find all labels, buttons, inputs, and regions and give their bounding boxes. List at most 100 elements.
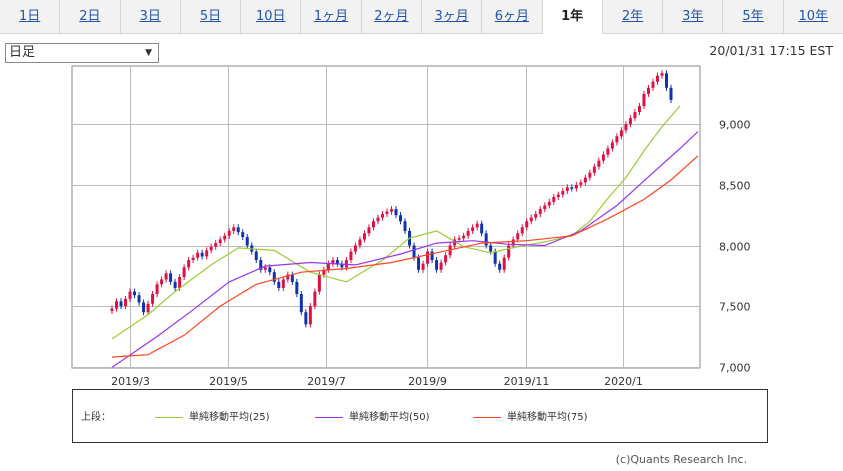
candle-body [124, 298, 128, 307]
candle-body [642, 93, 646, 107]
candle-body [322, 269, 326, 275]
tab-1[interactable]: 2日 [60, 0, 121, 33]
candle-body [160, 279, 164, 285]
candle-body [480, 223, 484, 234]
candle-body [534, 213, 538, 218]
candle-body [516, 233, 520, 240]
tab-2[interactable]: 3日 [121, 0, 181, 33]
candle-body [358, 239, 362, 246]
candle-body [601, 154, 605, 161]
sma-line-0 [111, 105, 681, 340]
candle-body [655, 75, 659, 82]
candle-body [426, 251, 430, 264]
candle-body [344, 260, 348, 268]
candle-body [543, 205, 547, 210]
candle-body [489, 245, 493, 252]
candle-body [538, 209, 542, 214]
tab-10[interactable]: 2年 [603, 0, 664, 33]
stock-chart: 7,000 7,500 8,000 8,500 9,000 2019/3 2019/5 201… [71, 65, 751, 388]
candle-body [421, 263, 425, 270]
candle-body [232, 227, 236, 231]
candle-body [353, 245, 357, 252]
candle-body [286, 274, 290, 280]
candle-body [335, 260, 339, 264]
candle-body [272, 272, 276, 282]
candle-body [200, 252, 204, 257]
candle-body [610, 142, 614, 149]
candle-body [349, 251, 353, 261]
x-tick-label: 2019/9 [408, 375, 447, 388]
tab-9[interactable]: 1年 [542, 0, 603, 34]
candle-body [169, 273, 173, 282]
candle-body [651, 81, 655, 88]
candle-body [471, 227, 475, 231]
tab-6[interactable]: 2ヶ月 [362, 0, 422, 33]
period-select[interactable]: 日足 ▼ [5, 43, 159, 63]
tab-11[interactable]: 3年 [663, 0, 724, 33]
x-tick-label: 2019/11 [504, 375, 550, 388]
tab-8[interactable]: 6ヶ月 [482, 0, 543, 33]
y-tick-label: 8,000 [719, 241, 751, 254]
candle-body [385, 211, 389, 214]
candle-body [403, 221, 407, 231]
candle-body [209, 246, 213, 251]
tab-7[interactable]: 3ヶ月 [422, 0, 483, 33]
timestamp: 20/01/31 17:15 EST [709, 43, 833, 58]
candle-body [619, 130, 623, 137]
x-tick-label: 2020/1 [604, 375, 643, 388]
candle-body [588, 172, 592, 178]
tab-3[interactable]: 5日 [181, 0, 242, 33]
candle-body [435, 260, 439, 270]
candle-body [268, 267, 272, 273]
candle-body [331, 260, 335, 264]
candle-body [380, 213, 384, 218]
candle-body [326, 263, 330, 270]
candle-body [520, 227, 524, 234]
x-tick-label: 2019/3 [111, 375, 150, 388]
y-tick-label: 8,500 [719, 180, 751, 193]
x-tick-label: 2019/7 [307, 375, 346, 388]
legend-item-sma50: 単純移動平均(50) [315, 408, 430, 423]
candle-body [457, 238, 461, 240]
candle-body [277, 281, 281, 288]
y-tick-label: 7,500 [719, 301, 751, 314]
candle-body [214, 243, 218, 247]
candle-body [624, 124, 628, 131]
candle-body [182, 267, 186, 278]
y-tick-label: 7,000 [719, 362, 751, 375]
tab-0[interactable]: 1日 [0, 0, 61, 33]
tab-5[interactable]: 1ヶ月 [301, 0, 362, 33]
candle-body [110, 308, 114, 311]
tab-4[interactable]: 10日 [241, 0, 302, 33]
candle-body [507, 245, 511, 258]
candle-body [664, 73, 668, 88]
candle-body [633, 112, 637, 119]
legend-item-sma75: 単純移動平均(75) [473, 408, 588, 423]
candle-body [592, 166, 596, 173]
tab-12[interactable]: 5年 [723, 0, 784, 33]
candle-body [660, 73, 664, 76]
candle-body [119, 301, 123, 307]
candle-body [115, 301, 119, 309]
candle-body [574, 184, 578, 189]
candle-body [417, 257, 421, 270]
candle-body [187, 260, 191, 268]
period-select-value: 日足 [9, 45, 36, 60]
range-tabs: 1日 2日 3日 5日 10日 1ヶ月 2ヶ月 3ヶ月 6ヶ月 1年 2年 3年 5年 10年 [0, 0, 843, 34]
candle-body [376, 217, 380, 222]
candle-body [173, 281, 177, 288]
candle-body [308, 306, 312, 325]
candle-body [628, 118, 632, 125]
candle-body [561, 190, 565, 195]
candle-body [502, 257, 506, 270]
candle-body [142, 302, 146, 313]
candle-body [241, 232, 245, 238]
candle-body [525, 221, 529, 228]
candle-body [223, 235, 227, 240]
candle-body [394, 209, 398, 216]
candle-body [646, 87, 650, 94]
legend-text-sma75: 単純移動平均(75) [507, 412, 588, 423]
x-tick-label: 2019/5 [209, 375, 248, 388]
candle-body [390, 209, 393, 212]
tab-13[interactable]: 10年 [798, 9, 829, 24]
